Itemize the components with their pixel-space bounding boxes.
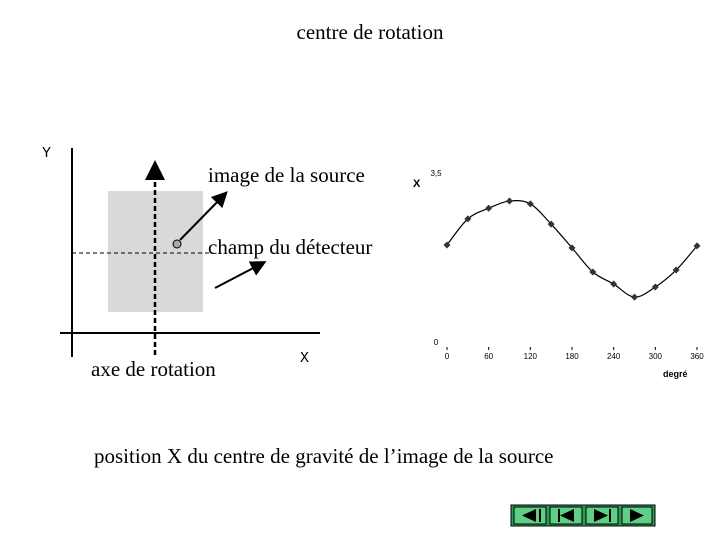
y-tick-label: 3,5 — [430, 169, 442, 178]
point — [485, 204, 493, 212]
point — [610, 280, 618, 288]
last-button[interactable] — [585, 506, 619, 525]
point — [506, 197, 513, 205]
point — [547, 220, 555, 228]
x-tick-label: 360 — [690, 352, 704, 361]
x-axis-label: X — [300, 350, 309, 367]
arrow — [179, 191, 228, 241]
point — [464, 215, 472, 223]
detector-field — [108, 191, 203, 312]
x-tick-label: 60 — [484, 352, 493, 361]
first-button[interactable] — [549, 506, 583, 525]
rotation-axis-label: axe de rotation — [91, 357, 216, 381]
point — [631, 293, 638, 301]
detector-label: champ du détecteur — [208, 235, 372, 259]
point — [526, 200, 534, 208]
point — [589, 268, 597, 276]
nav-bar — [510, 504, 656, 527]
source-image — [172, 239, 182, 249]
point — [443, 241, 451, 249]
x-tick-label: 0 — [445, 352, 450, 361]
x-axis-label: degré — [663, 369, 688, 379]
point — [651, 283, 659, 291]
source-label: image de la source — [208, 163, 365, 187]
caption: position X du centre de gravité de l’ima… — [94, 444, 554, 468]
arrow — [214, 261, 267, 289]
point — [693, 242, 701, 250]
y-axis-label: Y — [42, 145, 51, 162]
x-tick-label: 240 — [607, 352, 621, 361]
y-axis-label: X — [413, 178, 421, 190]
nav-background — [510, 504, 656, 527]
point — [568, 244, 576, 252]
x-tick-label: 120 — [524, 352, 538, 361]
x-tick-label: 180 — [565, 352, 579, 361]
next-button[interactable] — [621, 506, 653, 525]
y-tick-label: 0 — [434, 338, 439, 347]
x-tick-label: 300 — [649, 352, 663, 361]
prev-button[interactable] — [513, 506, 547, 525]
point — [672, 266, 680, 274]
title: centre de rotation — [297, 20, 444, 44]
